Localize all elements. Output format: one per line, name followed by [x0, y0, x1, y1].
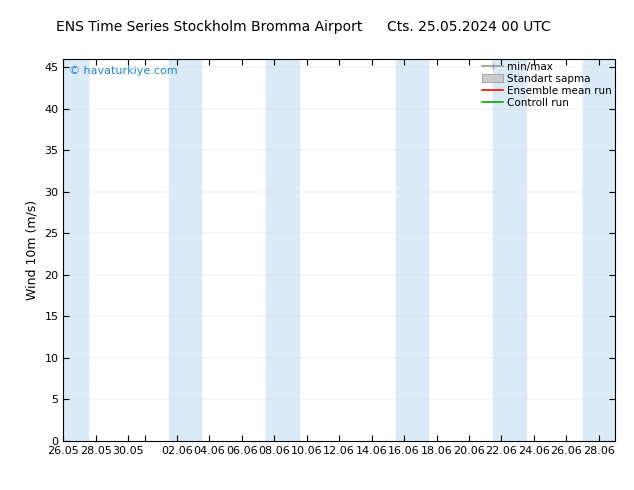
- Y-axis label: Wind 10m (m/s): Wind 10m (m/s): [26, 200, 39, 300]
- Text: Cts. 25.05.2024 00 UTC: Cts. 25.05.2024 00 UTC: [387, 20, 551, 34]
- Bar: [266, 59, 299, 441]
- Bar: [493, 59, 526, 441]
- Bar: [583, 59, 615, 441]
- Bar: [63, 59, 87, 441]
- Text: ENS Time Series Stockholm Bromma Airport: ENS Time Series Stockholm Bromma Airport: [56, 20, 363, 34]
- Text: © havaturkiye.com: © havaturkiye.com: [69, 67, 178, 76]
- Bar: [396, 59, 429, 441]
- Legend: min/max, Standart sapma, Ensemble mean run, Controll run: min/max, Standart sapma, Ensemble mean r…: [480, 60, 614, 110]
- Bar: [169, 59, 202, 441]
